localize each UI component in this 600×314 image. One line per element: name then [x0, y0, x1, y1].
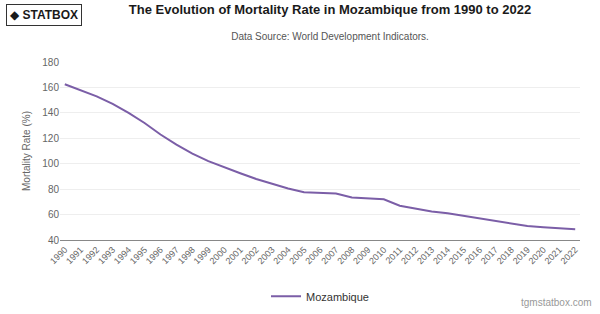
svg-text:2020: 2020	[527, 245, 548, 266]
svg-text:Data Source: World Development: Data Source: World Development Indicator…	[231, 31, 429, 42]
svg-text:tgmstatbox.com: tgmstatbox.com	[521, 297, 592, 308]
svg-text:1997: 1997	[160, 245, 181, 266]
svg-text:2004: 2004	[271, 245, 292, 266]
svg-text:2007: 2007	[319, 245, 340, 266]
svg-text:2022: 2022	[559, 245, 580, 266]
svg-text:140: 140	[42, 107, 59, 118]
svg-text:160: 160	[42, 82, 59, 93]
svg-text:2000: 2000	[208, 245, 229, 266]
svg-text:2014: 2014	[431, 245, 452, 266]
svg-text:2012: 2012	[399, 245, 420, 266]
svg-text:1993: 1993	[96, 245, 117, 266]
svg-text:80: 80	[48, 184, 60, 195]
svg-text:2013: 2013	[415, 245, 436, 266]
svg-text:120: 120	[42, 133, 59, 144]
svg-text:2005: 2005	[287, 245, 308, 266]
svg-text:1996: 1996	[144, 245, 165, 266]
svg-text:The Evolution of Mortality Rat: The Evolution of Mortality Rate in Mozam…	[129, 2, 531, 17]
svg-text:2015: 2015	[447, 245, 468, 266]
svg-text:Mortality Rate (%): Mortality Rate (%)	[21, 111, 32, 191]
svg-text:2017: 2017	[479, 245, 500, 266]
svg-text:2002: 2002	[240, 245, 261, 266]
svg-text:2018: 2018	[495, 245, 516, 266]
svg-text:1991: 1991	[64, 245, 85, 266]
svg-text:1994: 1994	[112, 245, 133, 266]
svg-text:2021: 2021	[543, 245, 564, 266]
svg-text:2010: 2010	[367, 245, 388, 266]
svg-text:1998: 1998	[176, 245, 197, 266]
svg-text:2008: 2008	[335, 245, 356, 266]
svg-text:100: 100	[42, 158, 59, 169]
svg-text:2016: 2016	[463, 245, 484, 266]
svg-text:2006: 2006	[303, 245, 324, 266]
svg-text:60: 60	[48, 209, 60, 220]
svg-text:1990: 1990	[48, 245, 69, 266]
svg-text:180: 180	[42, 57, 59, 68]
svg-text:1995: 1995	[128, 245, 149, 266]
svg-text:Mozambique: Mozambique	[306, 291, 369, 303]
svg-text:1992: 1992	[80, 245, 101, 266]
svg-text:2011: 2011	[384, 245, 405, 266]
svg-text:2003: 2003	[256, 245, 277, 266]
svg-text:2001: 2001	[224, 245, 245, 266]
svg-text:2019: 2019	[511, 245, 532, 266]
svg-text:◆ STATBOX: ◆ STATBOX	[10, 8, 78, 22]
svg-text:40: 40	[48, 235, 60, 246]
svg-text:2009: 2009	[351, 245, 372, 266]
svg-text:1999: 1999	[192, 245, 213, 266]
